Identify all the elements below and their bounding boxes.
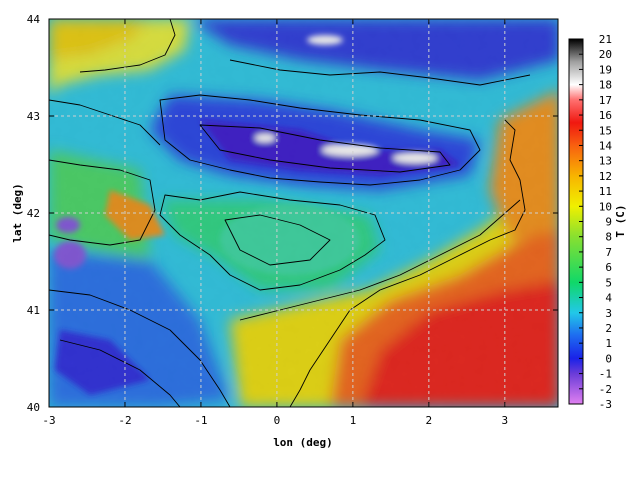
colorbar-tick-label: 20 [599, 48, 612, 61]
x-tick-label: 1 [350, 414, 357, 427]
colorbar-tick-label: 8 [605, 231, 612, 244]
x-ticks: -3 -2 -1 0 1 2 3 [42, 19, 508, 427]
grid [49, 19, 558, 407]
x-tick-label: -1 [194, 414, 207, 427]
colorbar-tick-label: 17 [599, 94, 612, 107]
y-tick-label: 44 [27, 13, 41, 26]
colorbar-tick-label: 1 [605, 337, 612, 350]
colorbar-tick-label: 19 [599, 63, 612, 76]
contour-lines [49, 19, 531, 407]
colorbar-tick-label: 14 [599, 139, 613, 152]
colorbar-tick-label: 6 [605, 261, 612, 274]
y-axis-label: lat (deg) [11, 183, 24, 243]
x-tick-label: 3 [502, 414, 509, 427]
contour-pyrenees [159, 94, 481, 186]
colorbar-tick-label: -1 [599, 368, 612, 381]
colorbar-tick-label: 13 [599, 155, 612, 168]
y-tick-label: 41 [27, 304, 40, 317]
contour-sw [49, 289, 231, 407]
contour-pyrenees-2 [199, 124, 451, 173]
y-tick-label: 42 [27, 207, 40, 220]
colorbar-label: T (C) [614, 204, 627, 237]
coastline-north [79, 19, 176, 73]
colorbar-tick-label: 16 [599, 109, 612, 122]
y-ticks: 40 41 42 43 44 [27, 13, 558, 414]
x-tick-label: -2 [118, 414, 131, 427]
contour-sw-2 [59, 339, 181, 407]
coastline-east [289, 119, 526, 407]
colorbar-tick-label: 9 [605, 216, 612, 229]
contour-north [229, 59, 531, 86]
contour-nw [49, 99, 161, 146]
contour-ebro-inner [224, 214, 331, 266]
colorbar-tick-label: -2 [599, 383, 612, 396]
colorbar-tick-label: 21 [599, 33, 612, 46]
contour-west [49, 159, 156, 246]
contour-ebro [159, 191, 386, 291]
x-axis-label: lon (deg) [273, 436, 333, 449]
y-tick-label: 43 [27, 110, 40, 123]
colorbar-tick-label: 18 [599, 79, 612, 92]
colorbar-tick-label: 12 [599, 170, 612, 183]
x-tick-label: -3 [42, 414, 55, 427]
colorbar-tick-label: 10 [599, 200, 612, 213]
colorbar-tick-label: 11 [599, 185, 612, 198]
x-tick-label: 0 [274, 414, 281, 427]
colorbar-tick-label: 7 [605, 246, 612, 259]
y-tick-label: 40 [27, 401, 40, 414]
colorbar-tick-label: 3 [605, 307, 612, 320]
contour-coastal [239, 199, 521, 321]
colorbar-tick-label: 0 [605, 352, 612, 365]
x-tick-label: 2 [426, 414, 433, 427]
temperature-field [49, 19, 558, 407]
colorbar-tick-label: 2 [605, 322, 612, 335]
colorbar-tick-label: -3 [599, 398, 612, 411]
colorbar-tick-label: 5 [605, 276, 612, 289]
colorbar-tick-label: 4 [605, 292, 612, 305]
colorbar-tick-label: 15 [599, 124, 612, 137]
